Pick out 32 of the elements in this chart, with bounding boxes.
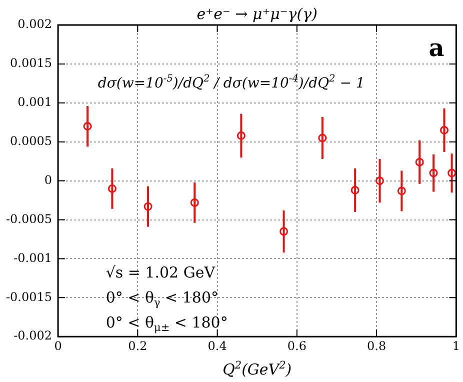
point: [440, 126, 448, 134]
y-tick-label: -0.0015: [6, 290, 52, 304]
y-tick-label: 0.0015: [10, 56, 52, 70]
point: [83, 122, 92, 131]
y-tick-label: 0.002: [18, 17, 52, 32]
annotation: √s = 1.02 GeV: [106, 263, 216, 282]
x-tick-label: 1: [452, 338, 460, 353]
y-tick-label: -0.001: [14, 250, 52, 265]
x-tick-label: 0.8: [367, 338, 386, 353]
y-tick-label: 0.0005: [10, 134, 52, 148]
point: [190, 198, 199, 207]
x-tick-label: 0.4: [208, 338, 228, 353]
point: [415, 158, 424, 166]
point: [236, 131, 246, 140]
chart-title: e⁺e⁻ → μ⁺μ⁻γ(γ): [196, 5, 318, 23]
point: [397, 186, 406, 196]
point: [108, 184, 116, 193]
annotation: a: [428, 33, 444, 62]
x-tick-label: 0.6: [287, 338, 306, 353]
y-tick-label: -0.002: [14, 328, 52, 343]
point: [350, 186, 360, 194]
point: [429, 168, 438, 178]
point: [375, 176, 384, 186]
y-tick-label: -0.0005: [6, 212, 52, 226]
y-tick-label: 0.001: [18, 95, 52, 110]
x-tick-label: 0.2: [128, 338, 148, 353]
point: [318, 134, 327, 142]
point: [144, 202, 152, 211]
y-tick-label: 0: [44, 172, 52, 187]
x-tick-label: 0: [54, 338, 62, 353]
point: [280, 227, 288, 236]
point: [448, 168, 456, 178]
